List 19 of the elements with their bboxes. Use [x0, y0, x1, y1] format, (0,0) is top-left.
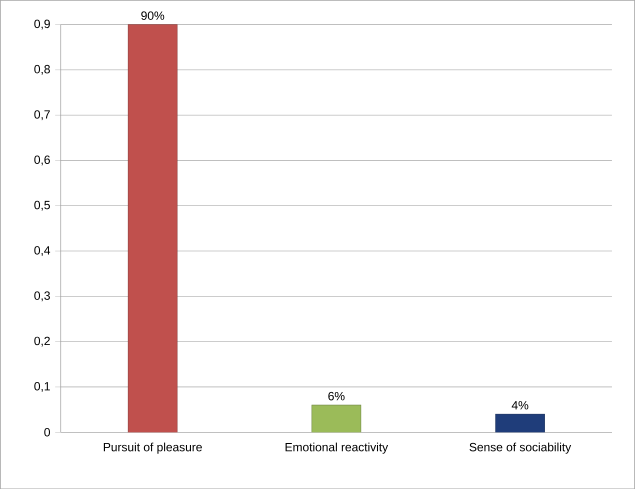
y-tick-label: 0,5	[34, 200, 50, 211]
bar	[312, 404, 362, 432]
y-tick-label: 0	[44, 428, 50, 436]
data-label: 90%	[141, 11, 164, 20]
y-tick-label: 0,7	[34, 110, 50, 120]
bar	[495, 414, 545, 432]
y-tick-label: 0,6	[34, 155, 50, 166]
y-tick-label: 0,2	[34, 336, 50, 346]
y-tick-label: 0,9	[34, 19, 50, 30]
data-label: 6%	[328, 392, 345, 400]
y-tick-label: 0,3	[34, 291, 50, 302]
bar	[128, 24, 178, 432]
x-tick-label: Pursuit of pleasure	[104, 442, 202, 454]
x-tick-label: Emotional reactivity	[286, 442, 388, 454]
y-tick-label: 0,1	[34, 382, 50, 392]
x-tick-label: Sense of sociability	[470, 442, 572, 454]
y-tick-label: 0,8	[34, 64, 50, 75]
y-tick-label: 0,4	[34, 246, 50, 256]
data-label: 4%	[512, 400, 528, 410]
